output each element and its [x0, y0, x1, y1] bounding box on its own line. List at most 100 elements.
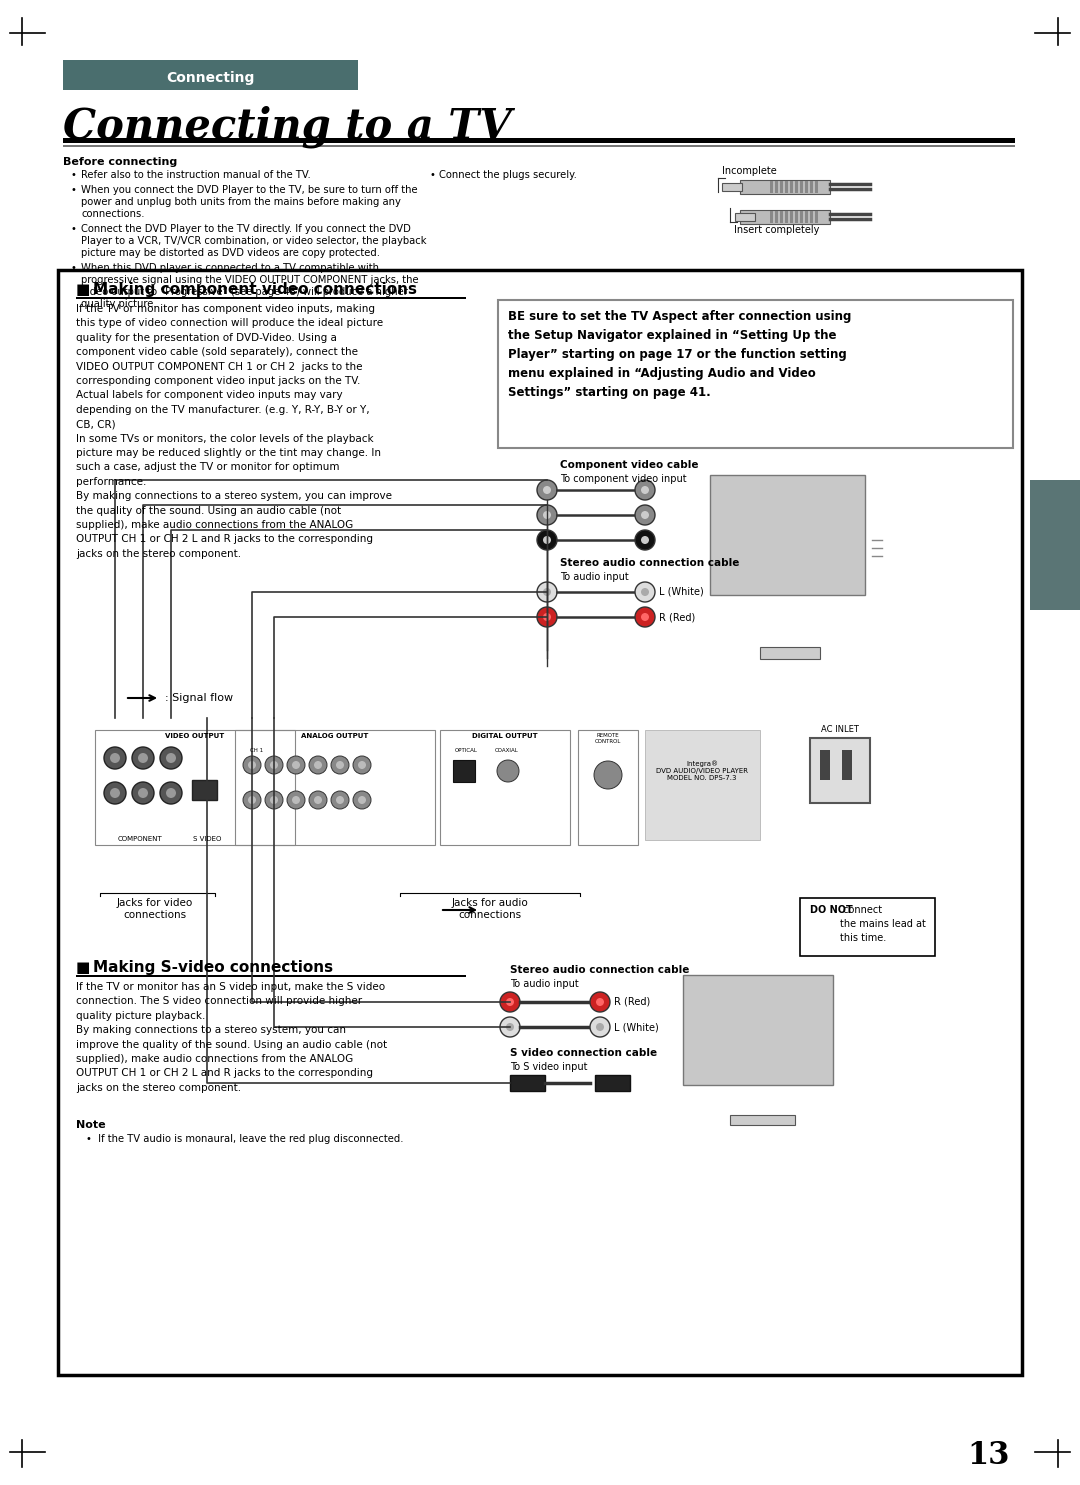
Text: •: • — [71, 169, 77, 180]
Circle shape — [104, 747, 126, 769]
Text: When this DVD player is connected to a TV compatible with: When this DVD player is connected to a T… — [81, 263, 379, 273]
Bar — [710, 475, 865, 595]
Text: progressive signal using the VIDEO OUTPUT COMPONENT jacks, the: progressive signal using the VIDEO OUTPU… — [81, 275, 419, 285]
Text: video output to “Progressive” (see page 48) will produce a higher: video output to “Progressive” (see page … — [81, 287, 408, 297]
Circle shape — [537, 530, 557, 549]
Text: Connecting to a TV: Connecting to a TV — [63, 105, 512, 147]
Bar — [645, 731, 760, 841]
Circle shape — [543, 536, 551, 544]
Bar — [578, 731, 638, 845]
Circle shape — [160, 747, 183, 769]
Bar — [63, 146, 1015, 147]
Circle shape — [248, 796, 256, 803]
Circle shape — [166, 753, 176, 763]
Text: R (Red): R (Red) — [659, 612, 696, 622]
Bar — [789, 181, 793, 193]
Text: If the TV or monitor has an S video input, make the S video
connection. The S vi: If the TV or monitor has an S video inpu… — [76, 982, 387, 1093]
Text: quality picture.: quality picture. — [81, 298, 157, 309]
Circle shape — [594, 760, 622, 789]
Circle shape — [353, 792, 372, 809]
Text: Integra®
DVD AUDIO/VIDEO PLAYER
MODEL NO. DPS-7.3: Integra® DVD AUDIO/VIDEO PLAYER MODEL NO… — [656, 760, 748, 781]
Circle shape — [635, 505, 654, 526]
Text: To S video input: To S video input — [510, 1062, 588, 1072]
Text: Before connecting: Before connecting — [63, 157, 177, 166]
Text: •: • — [71, 186, 77, 195]
Text: If the TV or monitor has component video inputs, making
this type of video conne: If the TV or monitor has component video… — [76, 304, 392, 558]
Bar — [815, 211, 818, 223]
Circle shape — [166, 789, 176, 797]
Text: ■: ■ — [76, 959, 91, 976]
Text: CH 1: CH 1 — [249, 748, 264, 753]
Bar — [842, 750, 852, 780]
Bar — [63, 59, 357, 91]
Text: •: • — [71, 263, 77, 273]
Text: DO NOT: DO NOT — [810, 904, 853, 915]
Text: L (White): L (White) — [659, 587, 704, 597]
Bar — [795, 181, 798, 193]
Bar — [800, 898, 935, 956]
Text: Player to a VCR, TV/VCR combination, or video selector, the playback: Player to a VCR, TV/VCR combination, or … — [81, 236, 427, 247]
Circle shape — [110, 753, 120, 763]
Circle shape — [353, 756, 372, 774]
Bar — [735, 212, 755, 221]
Text: VIDEO OUTPUT: VIDEO OUTPUT — [165, 734, 225, 740]
Bar — [810, 181, 813, 193]
Circle shape — [500, 1017, 519, 1037]
Circle shape — [270, 796, 278, 803]
Circle shape — [590, 1017, 610, 1037]
Bar — [760, 647, 820, 659]
Text: When you connect the DVD Player to the TV, be sure to turn off the: When you connect the DVD Player to the T… — [81, 186, 418, 195]
Circle shape — [537, 480, 557, 500]
Text: : Signal flow: : Signal flow — [165, 693, 233, 702]
Text: COAXIAL: COAXIAL — [495, 748, 518, 753]
Bar — [780, 181, 783, 193]
Circle shape — [500, 992, 519, 1011]
Circle shape — [537, 505, 557, 526]
FancyBboxPatch shape — [685, 454, 895, 659]
Bar — [440, 731, 570, 845]
Circle shape — [292, 760, 300, 769]
Bar — [810, 211, 813, 223]
Text: S VIDEO: S VIDEO — [193, 836, 221, 842]
Bar — [785, 181, 788, 193]
Circle shape — [309, 792, 327, 809]
Bar — [775, 181, 778, 193]
Circle shape — [330, 756, 349, 774]
Circle shape — [330, 792, 349, 809]
Circle shape — [132, 747, 154, 769]
Bar — [76, 976, 465, 977]
Circle shape — [543, 613, 551, 621]
Text: S video connection cable: S video connection cable — [510, 1048, 657, 1057]
Bar — [815, 181, 818, 193]
Bar — [730, 1115, 795, 1126]
Text: L (White): L (White) — [615, 1022, 659, 1032]
Bar — [740, 209, 831, 224]
Bar — [789, 211, 793, 223]
Circle shape — [104, 783, 126, 803]
Circle shape — [635, 582, 654, 601]
Circle shape — [596, 1023, 604, 1031]
Text: 13: 13 — [968, 1439, 1010, 1470]
Text: Connect the DVD Player to the TV directly. If you connect the DVD: Connect the DVD Player to the TV directl… — [81, 224, 410, 235]
Circle shape — [309, 756, 327, 774]
Text: OPTICAL: OPTICAL — [455, 748, 477, 753]
Bar — [805, 211, 808, 223]
Bar — [785, 211, 788, 223]
Circle shape — [314, 760, 322, 769]
Text: picture may be distorted as DVD videos are copy protected.: picture may be distorted as DVD videos a… — [81, 248, 380, 258]
Circle shape — [357, 796, 366, 803]
Text: connections.: connections. — [81, 209, 145, 218]
Text: To component video input: To component video input — [561, 474, 687, 484]
Circle shape — [265, 756, 283, 774]
Circle shape — [543, 588, 551, 595]
Circle shape — [590, 992, 610, 1011]
Text: •  If the TV audio is monaural, leave the red plug disconnected.: • If the TV audio is monaural, leave the… — [86, 1135, 404, 1143]
Bar — [800, 181, 804, 193]
Text: Component video cable: Component video cable — [561, 460, 699, 469]
Circle shape — [357, 760, 366, 769]
Bar — [63, 138, 1015, 143]
Bar — [770, 181, 773, 193]
Circle shape — [336, 760, 345, 769]
Circle shape — [596, 998, 604, 1005]
Bar — [683, 976, 833, 1086]
